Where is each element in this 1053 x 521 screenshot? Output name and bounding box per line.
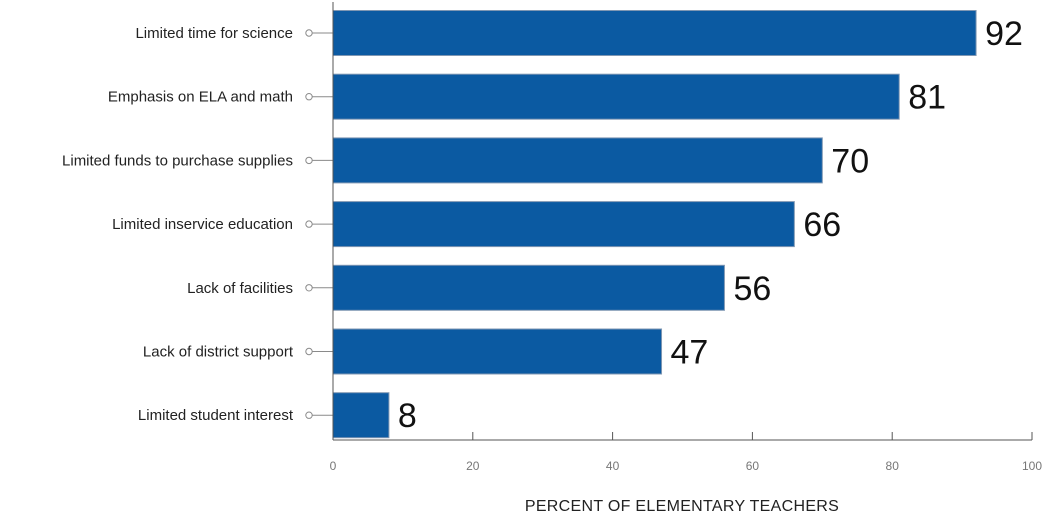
bar	[332, 328, 663, 375]
x-tick-label: 60	[746, 459, 760, 473]
category-label: Lack of district support	[143, 344, 294, 361]
x-tick-label: 40	[606, 459, 620, 473]
label-connector-dot	[305, 156, 313, 165]
x-tick-label: 100	[1022, 459, 1042, 473]
value-label: 92	[985, 15, 1023, 53]
value-label: 81	[908, 79, 946, 117]
label-connector-dot	[305, 411, 313, 419]
label-connector-dot	[305, 93, 313, 101]
value-label: 70	[831, 142, 869, 180]
category-label: Emphasis on ELA and math	[108, 89, 293, 106]
bar	[332, 73, 900, 120]
value-label: 47	[671, 334, 709, 372]
bar	[332, 201, 795, 248]
bar	[332, 264, 725, 311]
value-label: 8	[398, 397, 417, 435]
category-labels: Limited time for science Emphasis on ELA …	[62, 25, 333, 424]
bar	[332, 392, 390, 439]
value-label: 66	[803, 206, 841, 244]
category-label: Limited time for science	[135, 25, 293, 42]
bar	[332, 10, 977, 56]
x-axis: 0 20 40 60 80 100	[330, 2, 1042, 473]
value-labels: 92 81 70 66 56 47 8	[398, 15, 1023, 435]
bar	[332, 137, 823, 184]
x-tick-label: 80	[886, 459, 900, 473]
x-tick-label: 20	[466, 459, 480, 473]
value-label: 56	[733, 270, 771, 308]
category-label: Lack of facilities	[187, 280, 293, 297]
x-axis-title: PERCENT OF ELEMENTARY TEACHERS	[525, 498, 839, 515]
x-tick-label: 0	[330, 459, 337, 473]
category-label: Limited inservice education	[112, 216, 293, 233]
label-connector-dot	[305, 347, 313, 356]
label-connector-dot	[305, 284, 313, 292]
category-label: Limited student interest	[138, 407, 294, 424]
bars-layer	[332, 10, 977, 439]
label-connector-dot	[305, 29, 313, 37]
category-label: Limited funds to purchase supplies	[62, 152, 293, 169]
label-connector-dot	[305, 220, 313, 228]
